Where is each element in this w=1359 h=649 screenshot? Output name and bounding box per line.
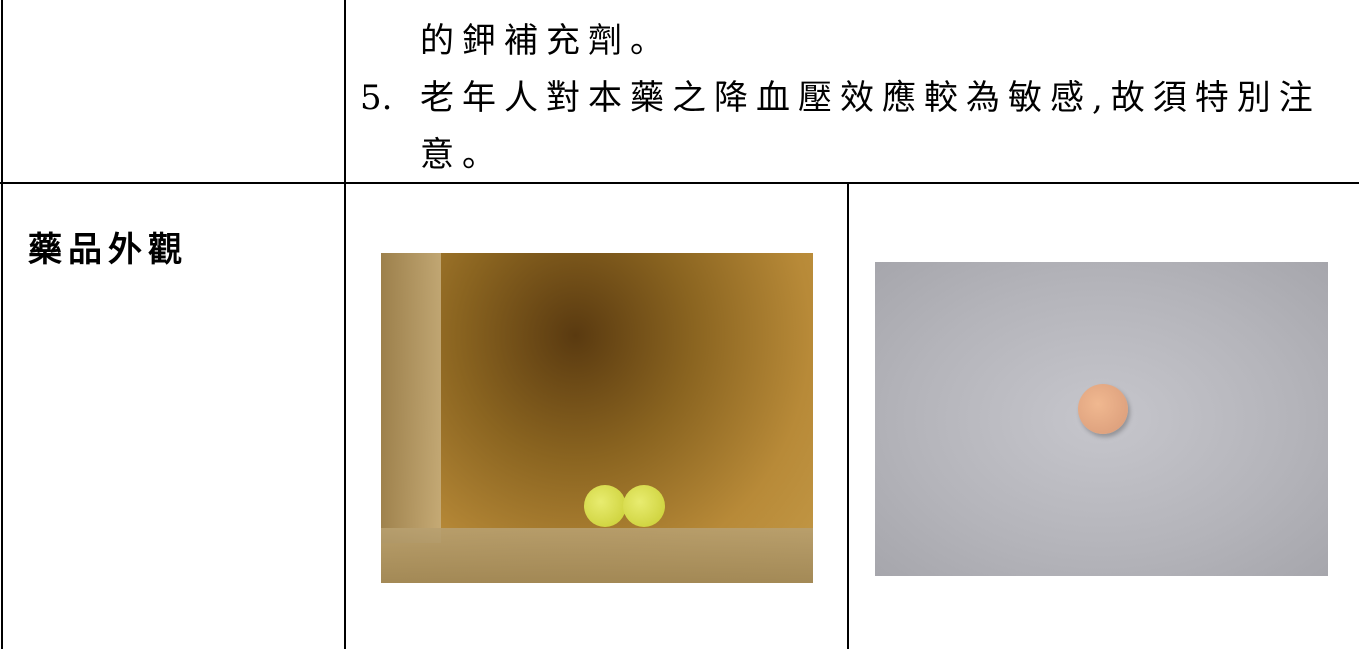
- row-label: 藥品外觀: [28, 230, 188, 270]
- table-border: [1, 0, 3, 649]
- pill: [623, 485, 665, 527]
- list-number: 5.: [360, 78, 393, 118]
- ruler: [381, 528, 813, 583]
- pill: [1078, 384, 1128, 434]
- table-border: [847, 183, 849, 649]
- pill: [584, 485, 626, 527]
- table-border: [344, 0, 346, 649]
- pill-photo: [381, 253, 813, 583]
- pill-photo: [875, 262, 1328, 576]
- continuation-text: 的鉀補充劑。: [420, 21, 672, 61]
- table-border: [0, 182, 1359, 184]
- list-text: 老年人對本藥之降血壓效應較為敏感,故須特別注意。: [420, 78, 1321, 175]
- ruler: [381, 253, 441, 543]
